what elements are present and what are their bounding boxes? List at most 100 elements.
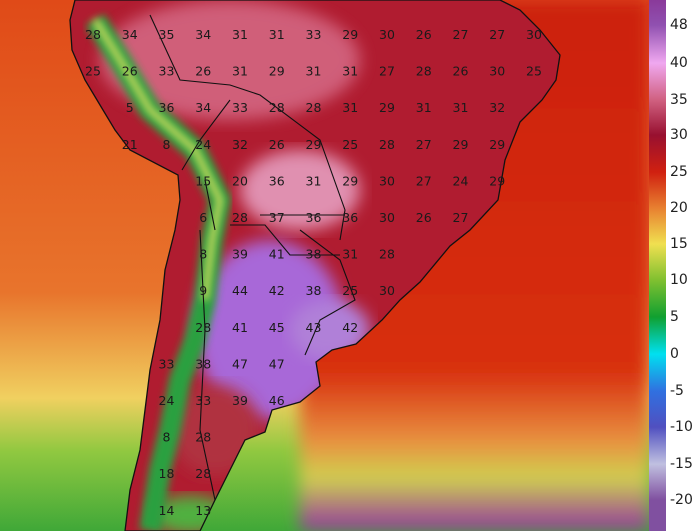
temperature-value: 9: [199, 283, 207, 298]
temperature-value: 28: [269, 100, 285, 115]
temperature-map[interactable]: 28 34 35 34 31 31 33 29 30 26 27 27 30 25 26 33 26 31 29 31…: [0, 0, 649, 531]
temperature-value: 31: [453, 100, 469, 115]
temperature-value: 33: [159, 64, 175, 79]
temperature-value: 25: [526, 64, 542, 79]
legend-tick-label: 30: [670, 127, 688, 143]
temperature-value: 29: [342, 27, 358, 42]
temperature-value: 15: [195, 173, 211, 188]
temperature-value: 31: [306, 173, 322, 188]
temperature-value: 32: [232, 137, 248, 152]
temperature-value: 32: [489, 100, 505, 115]
temperature-value: 26: [269, 137, 285, 152]
temperature-value: 38: [306, 283, 322, 298]
legend-tick-label: 0: [670, 346, 679, 362]
border-lines: [149, 14, 356, 501]
temperature-value: 27: [453, 27, 469, 42]
temperature-value: 28: [195, 466, 211, 481]
temperature-value: 31: [342, 64, 358, 79]
temperature-value: 14: [159, 503, 175, 518]
temperature-value: 34: [122, 27, 138, 42]
temperature-value: 47: [269, 356, 285, 371]
temperature-value: 29: [306, 137, 322, 152]
temperature-labels: 28 34 35 34 31 31 33 29 30 26 27 27 30 25 26 33 26 31 29 31…: [85, 27, 542, 518]
legend-tick-label: 48: [670, 17, 688, 33]
legend-tick-label: -10: [670, 419, 693, 435]
temperature-value: 8: [163, 430, 171, 445]
legend-tick-label: 15: [670, 236, 688, 252]
temperature-value: 36: [306, 210, 322, 225]
legend-tick-label: 5: [670, 309, 679, 325]
temperature-value: 5: [126, 100, 134, 115]
temperature-value: 29: [489, 137, 505, 152]
temperature-value: 34: [195, 27, 211, 42]
temperature-value: 36: [342, 210, 358, 225]
legend-tick-label: 20: [670, 200, 688, 216]
temperature-value: 37: [269, 210, 285, 225]
temperature-value: 21: [122, 137, 138, 152]
temperature-value: 31: [342, 100, 358, 115]
temperature-value: 26: [122, 64, 138, 79]
temperature-value: 39: [232, 393, 248, 408]
temperature-value: 29: [269, 64, 285, 79]
temperature-value: 24: [453, 173, 469, 188]
temperature-value: 30: [379, 27, 395, 42]
temperature-value: 28: [416, 64, 432, 79]
temperature-value: 43: [306, 320, 322, 335]
temperature-value: 36: [269, 173, 285, 188]
temperature-value: 13: [195, 503, 211, 518]
color-scale-legend: 48 40 35 30 25 20 15 10 5 0 -5 -10 -15 -20: [649, 0, 699, 531]
temperature-value: 6: [199, 210, 207, 225]
temperature-value: 24: [195, 137, 211, 152]
legend-tick-label: 10: [670, 272, 688, 288]
temperature-value: 33: [306, 27, 322, 42]
temperature-value: 25: [342, 137, 358, 152]
legend-tick-label: -5: [670, 383, 684, 399]
temperature-value: 8: [163, 137, 171, 152]
temperature-value: 36: [159, 100, 175, 115]
temperature-value: 29: [453, 137, 469, 152]
temperature-value: 24: [159, 393, 175, 408]
temperature-value: 28: [195, 320, 211, 335]
temperature-value: 18: [159, 466, 175, 481]
temperature-value: 8: [199, 247, 207, 262]
temperature-value: 33: [232, 100, 248, 115]
temperature-value: 30: [379, 283, 395, 298]
temperature-value: 25: [342, 283, 358, 298]
temperature-value: 29: [489, 173, 505, 188]
temperature-value: 26: [416, 210, 432, 225]
temperature-value: 28: [379, 247, 395, 262]
temperature-value: 29: [379, 100, 395, 115]
temperature-value: 30: [379, 210, 395, 225]
temperature-value: 30: [526, 27, 542, 42]
temperature-value: 28: [195, 430, 211, 445]
temperature-value: 45: [269, 320, 285, 335]
temperature-value: 26: [416, 27, 432, 42]
temperature-value: 26: [195, 64, 211, 79]
temperature-value: 34: [195, 100, 211, 115]
legend-tick-label: 35: [670, 92, 688, 108]
temperature-value: 28: [379, 137, 395, 152]
legend-tick-label: -20: [670, 492, 693, 508]
temperature-value: 29: [342, 173, 358, 188]
temperature-value: 31: [342, 247, 358, 262]
temperature-value: 44: [232, 283, 248, 298]
temperature-value: 33: [159, 356, 175, 371]
temperature-value: 27: [453, 210, 469, 225]
temperature-value: 20: [232, 173, 248, 188]
temperature-value: 41: [232, 320, 248, 335]
temperature-value: 38: [195, 356, 211, 371]
temperature-value: 47: [232, 356, 248, 371]
temperature-value: 28: [85, 27, 101, 42]
temperature-value: 35: [159, 27, 175, 42]
temperature-value: 27: [416, 137, 432, 152]
temperature-value: 28: [306, 100, 322, 115]
temperature-value: 31: [269, 27, 285, 42]
temperature-value: 41: [269, 247, 285, 262]
temperature-value: 42: [269, 283, 285, 298]
temperature-value: 30: [489, 64, 505, 79]
temperature-value: 27: [416, 173, 432, 188]
temperature-value: 39: [232, 247, 248, 262]
temperature-value: 26: [453, 64, 469, 79]
temperature-value: 31: [232, 27, 248, 42]
